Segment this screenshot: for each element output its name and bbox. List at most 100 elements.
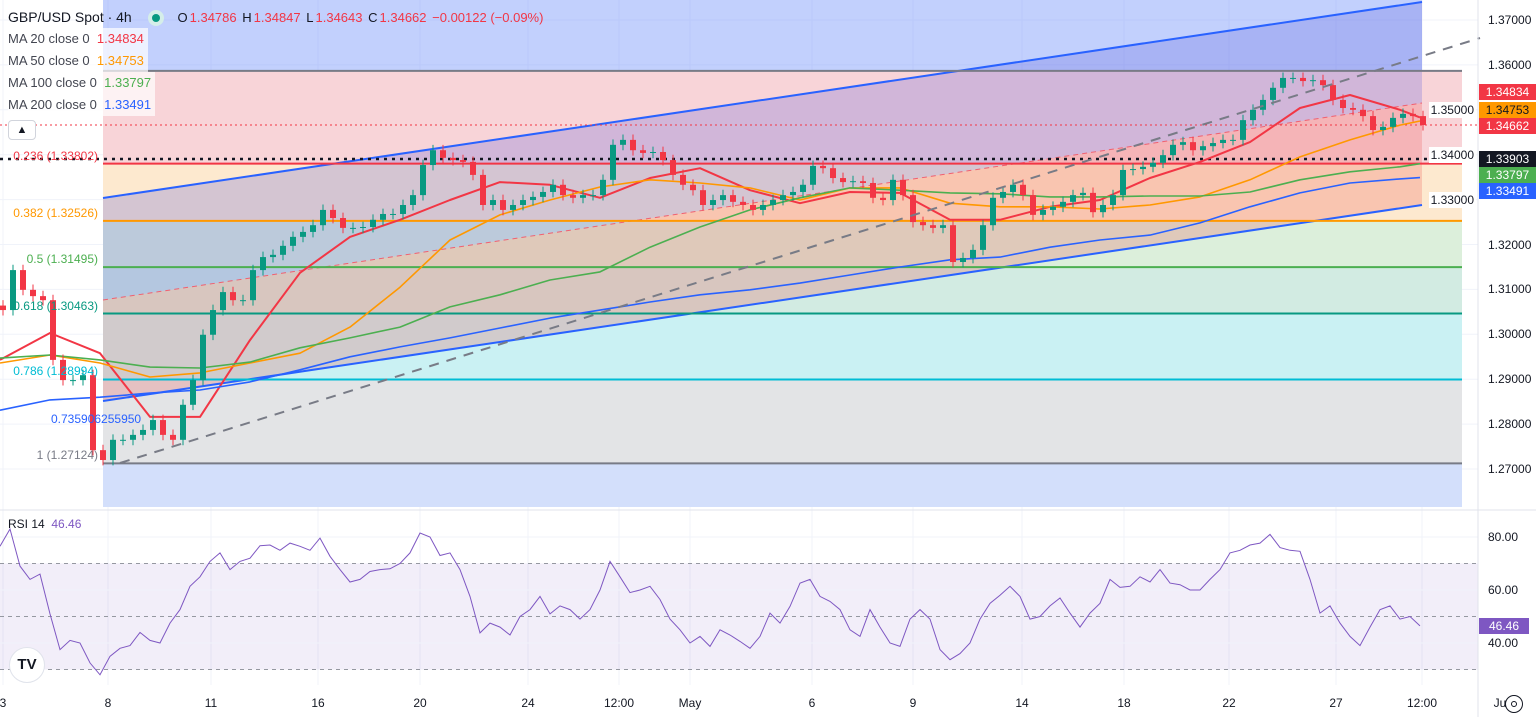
candle-body [600,179,606,196]
candle-body [920,222,926,226]
trend-line[interactable] [119,37,1481,464]
candle-body [0,305,6,311]
candle-body [1330,85,1336,100]
rsi-axis-label: 60.00 [1488,583,1519,597]
candle-body [270,254,276,258]
candle-body [770,200,776,205]
rsi-legend[interactable]: RSI 14 46.46 [8,517,81,531]
fib-retracement-levels [103,69,1462,465]
rsi-axis-label: 40.00 [1488,636,1519,650]
candle-body [740,201,746,205]
open-value: 1.34786 [189,10,237,25]
close-label: C [368,10,378,25]
open-label: O [177,10,188,25]
candle-body [10,270,16,311]
candle-body [980,225,986,250]
candle-body [1130,169,1136,171]
candle-body [50,300,56,360]
candle-body [610,144,616,180]
collapse-legend-button[interactable]: ▲ [8,120,36,140]
indicator-ma50[interactable]: MA 50 close 0 1.34753 [8,50,545,72]
candle-body [90,375,96,451]
candle-body [1170,144,1176,156]
channel-lower-fill [103,103,1422,401]
price-axis-label: 1.36000 [1488,57,1532,72]
candle-body [1300,77,1306,82]
candle-body [570,195,576,198]
candle-body [520,200,526,205]
candle-body [900,179,906,196]
candle-body [670,160,676,175]
fib-label: 0.735906255950 [51,412,142,426]
candle-body [790,191,796,196]
candle-body [140,429,146,435]
candle-body [550,184,556,192]
candle-body [1080,192,1086,196]
candle-body [240,300,246,302]
candle-body [1380,126,1386,131]
candle-body [320,209,326,226]
candle-body [1160,155,1166,163]
candle-body [260,257,266,271]
candle-body [1090,192,1096,213]
fib-zone [103,220,1462,268]
candle-body [1120,169,1126,196]
horizontal-lines [0,124,1478,161]
rsi-label: RSI 14 [8,517,45,531]
candle-body [530,196,536,201]
candle-body [580,195,586,198]
indicator-label: MA 50 close 0 [8,53,90,68]
symbol-title[interactable]: GBP/USD Spot · 4h [8,9,132,25]
settings-gear-icon[interactable] [1505,695,1523,713]
rsi-pane [0,527,1478,676]
ohlc-values: O 1.34786 H 1.34847 L 1.34643 C 1.34662 −0.0… [178,10,546,25]
symbol-row: GBP/USD Spot · 4h O 1.34786 H 1.34847 L 1.3… [8,6,545,28]
time-axis-label: 22 [1222,696,1236,710]
price-axis-label: 1.34000 [1428,146,1476,163]
rsi-axis-label: 80.00 [1488,530,1519,544]
chevron-up-icon: ▲ [16,124,28,136]
candle-body [110,439,116,461]
time-axis-label: 27 [1329,696,1343,710]
candle-body [190,380,196,405]
candle-body [1040,209,1046,215]
close-value: 1.34662 [379,10,427,25]
candle-body [300,231,306,237]
indicator-ma20[interactable]: MA 20 close 0 1.34834 [8,28,545,50]
low-value: 1.34643 [315,10,363,25]
price-axis-label: 1.31000 [1488,282,1532,297]
low-label: L [306,10,314,25]
indicator-ma200[interactable]: MA 200 close 0 1.33491 [8,94,545,116]
candle-body [820,165,826,169]
candle-body [390,213,396,215]
candle-body [840,178,846,183]
ma-line [0,176,1421,411]
indicator-ma100[interactable]: MA 100 close 0 1.33797 [8,72,545,94]
tradingview-logo[interactable]: TV [9,647,45,683]
candle-body [630,139,636,151]
time-axis-label: 12:00 [603,696,635,710]
price-axis-label: 1.35000 [1428,101,1476,118]
time-axis-label: 18 [1117,696,1131,710]
candle-body [750,204,756,210]
candle-body [250,270,256,301]
candle-body [1420,116,1426,126]
price-axis-label: 1.33000 [1428,191,1476,208]
candle-body [510,204,516,210]
candle-body [680,174,686,185]
candle-body [480,174,486,205]
rsi-value: 46.46 [51,517,82,531]
parallel-channel[interactable] [102,0,1423,402]
ma-line [0,162,1421,369]
candle-body [1150,162,1156,167]
price-tag: 1.33903 [1479,151,1536,167]
candle-body [40,296,46,301]
price-tag: 1.34662 [1479,118,1536,134]
fib-label: 0.5 (1.31495) [26,252,98,267]
candle-body [1050,206,1056,210]
price-axis-label: 1.29000 [1488,372,1532,387]
high-label: H [242,10,252,25]
rsi-line [0,527,1421,676]
indicator-label: MA 200 close 0 [8,97,97,112]
